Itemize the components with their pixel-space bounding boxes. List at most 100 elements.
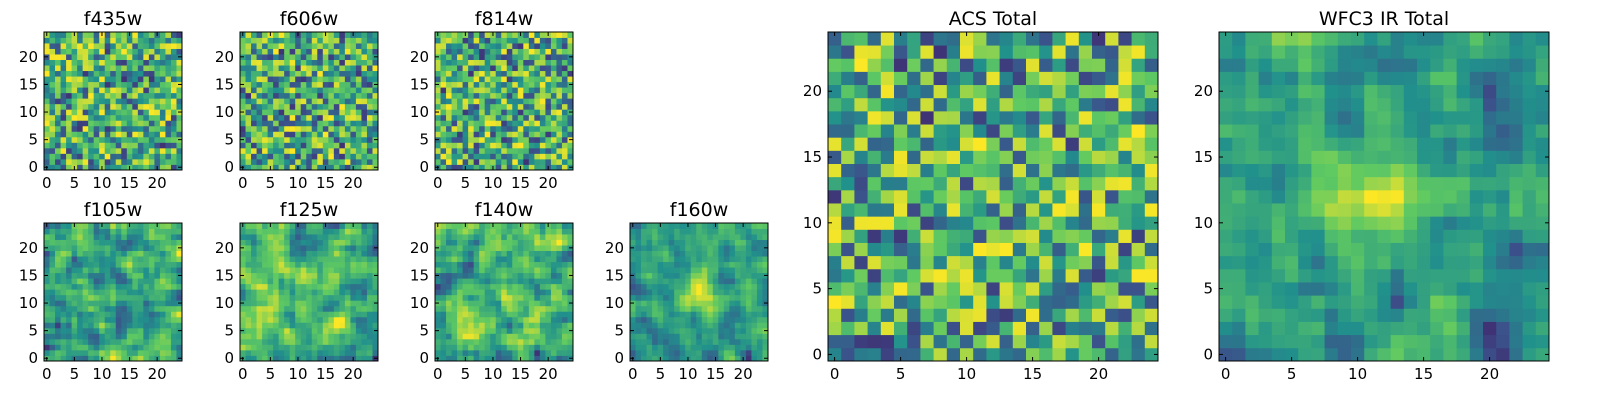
panel-title: f435w <box>84 8 143 30</box>
heatmap-cell <box>115 333 122 340</box>
heatmap-cell <box>328 37 335 44</box>
heatmap-cell <box>1131 308 1146 322</box>
heatmap-cell <box>718 300 725 307</box>
heatmap-cell <box>561 136 568 143</box>
heatmap-cell <box>333 48 340 55</box>
heatmap-cell <box>251 142 257 149</box>
heatmap-cell <box>77 338 84 345</box>
heatmap-cell <box>652 223 658 229</box>
heatmap-cell <box>104 333 111 340</box>
heatmap-cell <box>685 305 692 312</box>
x-tick-label: 20 <box>539 174 558 192</box>
heatmap-cell <box>110 109 117 116</box>
heatmap-cell <box>457 355 463 362</box>
heatmap-cell <box>523 239 530 246</box>
heatmap-cell <box>306 333 313 340</box>
heatmap-cell <box>756 283 763 290</box>
heatmap-cell <box>1092 176 1106 191</box>
heatmap-cell <box>440 261 447 268</box>
heatmap-cell <box>468 109 475 116</box>
heatmap-cell <box>110 283 117 290</box>
heatmap-cell <box>66 228 72 235</box>
heatmap-cell <box>361 158 368 165</box>
heatmap-cell <box>468 272 475 279</box>
heatmap-cell <box>289 245 296 251</box>
heatmap-cell <box>539 65 546 72</box>
heatmap-cell <box>245 294 252 301</box>
heatmap-image <box>828 32 1159 362</box>
heatmap-cell <box>635 322 642 329</box>
heatmap-cell <box>322 158 329 165</box>
heatmap-cell <box>126 294 133 301</box>
heatmap-cell <box>110 87 117 94</box>
heatmap-cell <box>55 245 61 251</box>
heatmap-cell <box>366 125 373 132</box>
heatmap-cell <box>132 272 139 279</box>
heatmap-cell <box>501 316 508 323</box>
heatmap-cell <box>306 294 313 301</box>
heatmap-cell <box>115 32 122 38</box>
heatmap-cell <box>121 65 128 72</box>
heatmap-cell <box>712 283 719 290</box>
heatmap-cell <box>479 109 486 116</box>
heatmap-cell <box>484 32 491 38</box>
heatmap-cell <box>479 333 486 340</box>
heatmap-cell <box>355 261 362 268</box>
heatmap-cell <box>66 43 72 49</box>
heatmap-cell <box>506 338 513 345</box>
heatmap-cell <box>284 125 291 132</box>
heatmap-cell <box>60 109 67 116</box>
heatmap-cell <box>550 311 557 318</box>
heatmap-cell <box>339 305 346 312</box>
heatmap-cell <box>311 125 318 132</box>
heatmap-cell <box>322 278 329 285</box>
heatmap-cell <box>93 54 100 60</box>
heatmap-cell <box>517 120 524 127</box>
heatmap-cell <box>121 109 128 116</box>
heatmap-cell <box>137 65 144 72</box>
heatmap-cell <box>484 109 491 116</box>
heatmap-cell <box>933 321 948 336</box>
heatmap-cell <box>701 311 708 318</box>
heatmap-cell <box>1039 268 1053 283</box>
heatmap-cell <box>457 70 463 77</box>
heatmap-cell <box>317 355 324 362</box>
heatmap-cell <box>484 37 491 44</box>
heatmap-cell <box>165 256 172 263</box>
heatmap-cell <box>707 272 714 279</box>
heatmap-cell <box>99 289 106 296</box>
heatmap-cell <box>251 316 257 323</box>
heatmap-cell <box>729 305 736 312</box>
heatmap-cell <box>93 147 100 154</box>
heatmap-cell <box>484 250 491 257</box>
heatmap-cell <box>707 278 714 285</box>
heatmap-cell <box>696 283 703 290</box>
heatmap-cell <box>60 153 67 160</box>
heatmap-cell <box>170 109 177 116</box>
heatmap-cell <box>256 158 263 165</box>
heatmap-cell <box>66 344 72 351</box>
heatmap-cell <box>77 261 84 268</box>
heatmap-cell <box>501 109 508 116</box>
heatmap-cell <box>534 76 541 83</box>
heatmap-cell <box>115 109 122 116</box>
heatmap-cell <box>517 153 524 160</box>
heatmap-cell <box>300 338 307 345</box>
heatmap-cell <box>278 109 285 116</box>
heatmap-cell <box>372 70 379 77</box>
heatmap-cell <box>745 272 752 279</box>
heatmap-cell <box>176 294 183 301</box>
heatmap-cell <box>446 103 452 110</box>
heatmap-cell <box>333 147 340 154</box>
heatmap-cell <box>512 114 519 121</box>
heatmap-cell <box>350 136 357 143</box>
heatmap-cell <box>539 338 546 345</box>
heatmap-cell <box>99 267 106 274</box>
heatmap-cell <box>110 344 117 351</box>
heatmap-cell <box>355 239 362 246</box>
heatmap-cell <box>300 114 307 121</box>
heatmap-cell <box>468 87 475 94</box>
heatmap-cell <box>528 48 535 55</box>
heatmap-cell <box>894 163 908 178</box>
heatmap-cell <box>534 147 541 154</box>
